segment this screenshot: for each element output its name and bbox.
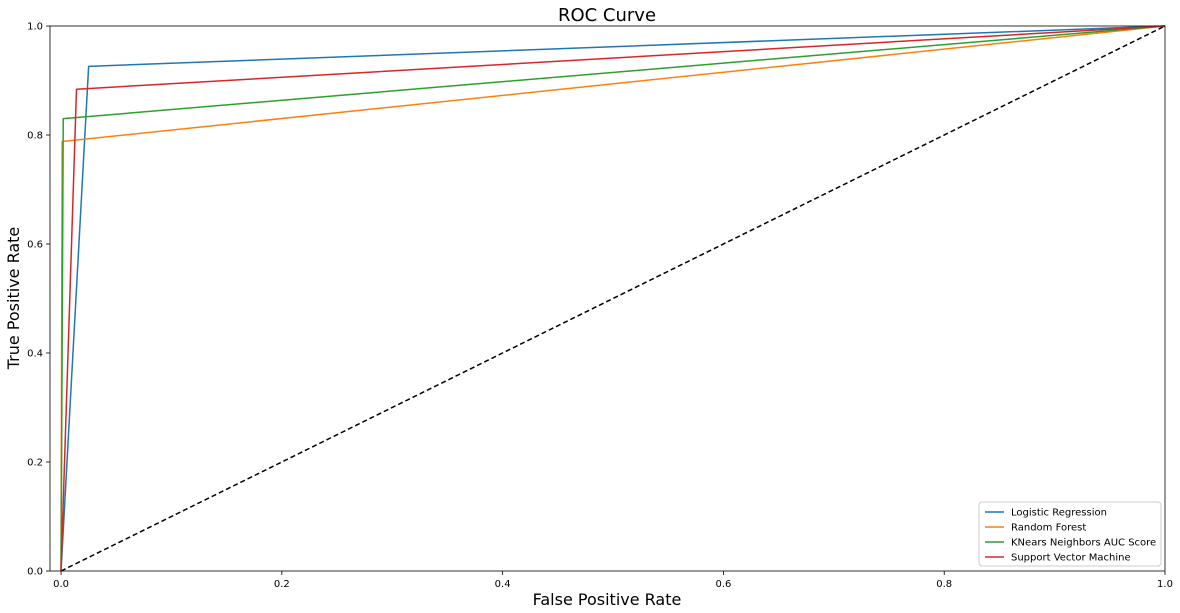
plot-lines bbox=[60, 25, 1166, 572]
y-tick-label: 0.2 bbox=[27, 458, 43, 469]
series-line-3 bbox=[60, 25, 1166, 572]
legend-box bbox=[978, 501, 1162, 567]
x-tick-label: 0.2 bbox=[274, 579, 290, 590]
x-axis-title: False Positive Rate bbox=[533, 590, 682, 609]
legend-label: Support Vector Machine bbox=[1011, 553, 1131, 564]
x-axis-ticks: 0.0 0.2 0.4 0.6 0.8 1.0 bbox=[53, 571, 1173, 590]
x-tick-label: 0.8 bbox=[936, 579, 952, 590]
legend-label: Logistic Regression bbox=[1011, 508, 1107, 519]
y-tick-label: 1.0 bbox=[27, 22, 43, 33]
y-tick-label: 0.6 bbox=[27, 240, 43, 251]
series-line-4 bbox=[60, 25, 1166, 572]
x-tick-label: 0.6 bbox=[715, 579, 731, 590]
plot-axes bbox=[49, 25, 1166, 572]
chart-title: ROC Curve bbox=[558, 5, 656, 26]
series-line-1 bbox=[60, 25, 1166, 572]
legend: Logistic Regression Random Forest KNears N… bbox=[978, 501, 1162, 567]
y-tick-label: 0.4 bbox=[27, 349, 43, 360]
y-tick-label: 0.8 bbox=[27, 131, 43, 142]
legend-label: KNears Neighbors AUC Score bbox=[1011, 538, 1156, 549]
y-axis-title: True Positive Rate bbox=[4, 227, 23, 371]
y-axis-ticks: 0.0 0.2 0.4 0.6 0.8 1.0 bbox=[27, 22, 50, 578]
plot-frame bbox=[49, 25, 1166, 572]
x-tick-label: 1.0 bbox=[1157, 579, 1173, 590]
x-tick-label: 0.4 bbox=[495, 579, 511, 590]
x-tick-label: 0.0 bbox=[53, 579, 69, 590]
legend-label: Random Forest bbox=[1011, 523, 1086, 534]
y-tick-label: 0.0 bbox=[27, 567, 43, 578]
reference-diagonal-line bbox=[60, 25, 1166, 572]
